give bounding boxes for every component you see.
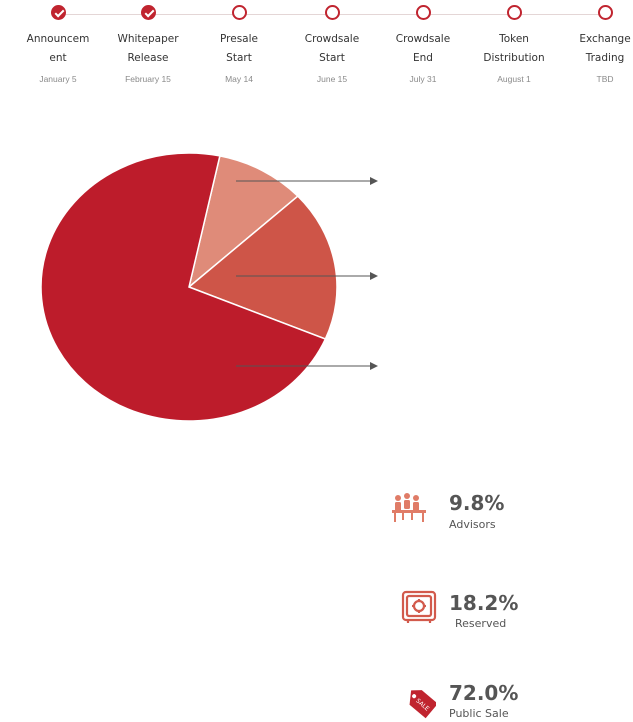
token-allocation-chart: 9.8% Advisors 18.2% Reserved SALE 72 — [0, 100, 633, 720]
safe-vault-icon — [401, 590, 437, 623]
completed-check-icon — [50, 5, 66, 20]
timeline-step-token-distribution: Token Distribution August 1 — [469, 5, 559, 84]
sale-tag-icon: SALE — [409, 690, 436, 719]
leader-arrowhead — [370, 177, 378, 185]
legend-label: Public Sale — [449, 707, 509, 720]
timeline-step-crowdsale-end: Crowdsale End July 31 — [378, 5, 468, 84]
timeline-step-presale: Presale Start May 14 — [194, 5, 284, 84]
legend-label: Advisors — [449, 518, 496, 531]
timeline-step-crowdsale-start: Crowdsale Start June 15 — [287, 5, 377, 84]
roadmap-timeline: Announcement January 5 Whitepaper Releas… — [0, 0, 633, 100]
legend-value: 9.8% — [449, 491, 505, 515]
step-date: June 15 — [316, 74, 348, 84]
leader-arrowhead — [370, 272, 378, 280]
step-label: Exchange Trading — [579, 33, 631, 64]
team-meeting-icon — [392, 493, 426, 522]
legend-label: Reserved — [455, 617, 507, 630]
step-date: TBD — [596, 74, 614, 84]
pie-slice-public-sale — [40, 152, 327, 422]
legend-value: 18.2% — [449, 591, 519, 615]
step-label: Crowdsale End — [395, 33, 451, 64]
leader-arrowhead — [370, 362, 378, 370]
pie-slice-reserved — [187, 195, 338, 340]
legend-value: 72.0% — [449, 681, 519, 705]
pending-circle-icon — [506, 5, 522, 20]
pie-slice-advisors — [187, 155, 299, 290]
step-date: July 31 — [409, 74, 437, 84]
step-label: Announcement — [26, 33, 90, 64]
step-label: Token Distribution — [483, 33, 545, 64]
timeline-step-whitepaper: Whitepaper Release February 15 — [103, 5, 193, 84]
step-label: Presale Start — [220, 33, 258, 64]
step-date: May 14 — [225, 74, 253, 84]
step-date: January 5 — [39, 74, 77, 84]
pending-circle-icon — [415, 5, 431, 20]
completed-check-icon — [140, 5, 156, 20]
timeline-step-announcement: Announcement January 5 — [13, 5, 103, 84]
pending-circle-icon — [231, 5, 247, 20]
step-label: Crowdsale Start — [304, 33, 360, 64]
pending-circle-icon — [324, 5, 340, 20]
pie-chart — [40, 152, 378, 422]
step-date: February 15 — [125, 74, 171, 84]
timeline-step-exchange-trading: Exchange Trading TBD — [560, 5, 633, 84]
pending-circle-icon — [597, 5, 613, 20]
step-date: August 1 — [497, 74, 531, 84]
step-label: Whitepaper Release — [117, 33, 179, 64]
